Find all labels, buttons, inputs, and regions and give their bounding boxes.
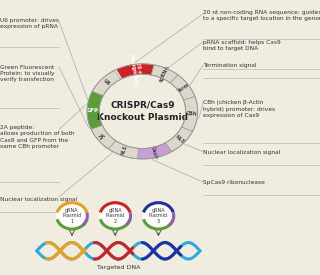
Text: pRNA scaffold: helps Cas9
bind to target DNA: pRNA scaffold: helps Cas9 bind to target…	[203, 40, 281, 51]
Circle shape	[57, 203, 87, 229]
Circle shape	[100, 203, 131, 229]
Polygon shape	[108, 141, 139, 159]
Polygon shape	[170, 75, 195, 100]
Text: Termination signal: Termination signal	[203, 63, 257, 68]
Circle shape	[99, 74, 186, 148]
Polygon shape	[92, 70, 121, 96]
Text: Cas9: Cas9	[150, 145, 158, 160]
Text: NLS: NLS	[173, 134, 185, 145]
Polygon shape	[91, 125, 116, 149]
Text: gRNA
Plasmid
1: gRNA Plasmid 1	[62, 208, 82, 224]
Text: U6 promoter: drives
expression of pRNA: U6 promoter: drives expression of pRNA	[0, 18, 59, 29]
Text: CBh: CBh	[186, 111, 197, 117]
Polygon shape	[87, 91, 103, 129]
Text: 2A: 2A	[99, 133, 108, 141]
Polygon shape	[116, 64, 154, 79]
Text: CRISPR/Cas9
Knockout Plasmid: CRISPR/Cas9 Knockout Plasmid	[97, 101, 188, 122]
Text: 20 nt non-coding RNA sequence: guides Cas9
to a specific target location in the : 20 nt non-coding RNA sequence: guides Ca…	[203, 10, 320, 21]
Polygon shape	[151, 65, 178, 83]
Text: GFP: GFP	[87, 108, 99, 113]
Text: 20 nt
Recognition: 20 nt Recognition	[128, 53, 143, 86]
Text: SpCas9 ribonuclease: SpCas9 ribonuclease	[203, 180, 265, 185]
Circle shape	[87, 64, 198, 159]
Text: Nuclear localization signal: Nuclear localization signal	[0, 197, 77, 202]
Text: Nuclear localization signal: Nuclear localization signal	[203, 150, 280, 155]
Polygon shape	[181, 97, 198, 131]
Text: Green Fluorescent
Protein: to visually
verify transfection: Green Fluorescent Protein: to visually v…	[0, 65, 55, 82]
Text: sgRNA: sgRNA	[158, 64, 170, 82]
Text: CBh (chicken β-Actin
hybrid) promoter: drives
expression of Cas9: CBh (chicken β-Actin hybrid) promoter: d…	[203, 100, 275, 118]
Text: Term: Term	[176, 82, 190, 94]
Polygon shape	[138, 143, 172, 159]
Circle shape	[143, 203, 174, 229]
Text: 2A peptide:
allows production of both
Cas9 and GFP from the
same CBh promoter: 2A peptide: allows production of both Ca…	[0, 125, 75, 149]
Text: gRNA
Plasmid
2: gRNA Plasmid 2	[106, 208, 125, 224]
Polygon shape	[165, 127, 193, 152]
Text: gRNA
Plasmid
3: gRNA Plasmid 3	[149, 208, 168, 224]
Text: Targeted DNA: Targeted DNA	[97, 265, 140, 270]
Text: NLS: NLS	[120, 145, 129, 157]
Text: U6: U6	[102, 78, 110, 87]
